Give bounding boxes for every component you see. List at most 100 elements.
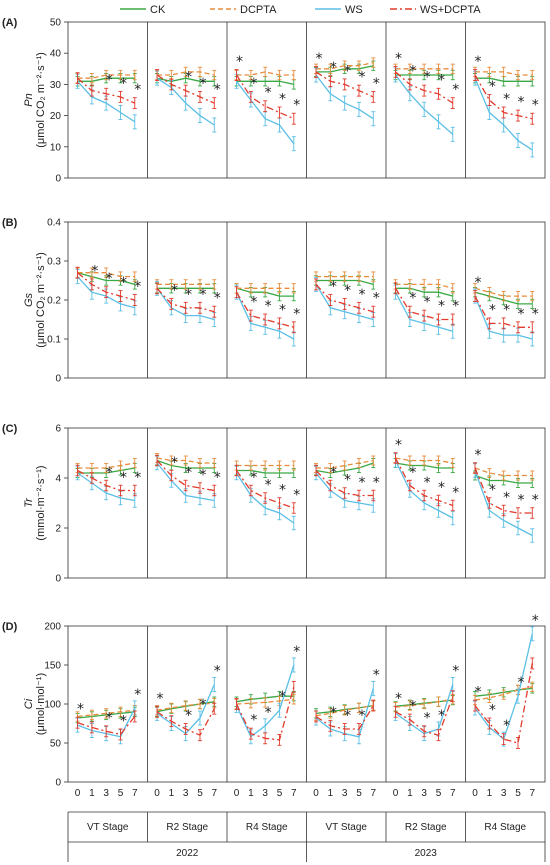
significance-star: * bbox=[409, 699, 416, 715]
y-axis-unit: (μmol CO₂ m⁻²·s⁻¹) bbox=[35, 52, 47, 148]
significance-star: * bbox=[438, 708, 445, 724]
x-tick-label: 3 bbox=[262, 788, 268, 799]
x-tick-label: 0 bbox=[234, 788, 240, 799]
series-ws-dcpta bbox=[473, 462, 535, 519]
significance-star: * bbox=[517, 95, 524, 111]
significance-star: * bbox=[424, 295, 431, 311]
significance-star: * bbox=[344, 63, 351, 79]
series-ws-dcpta bbox=[393, 282, 455, 326]
significance-star: * bbox=[236, 54, 243, 70]
series-line bbox=[315, 704, 374, 717]
series-line bbox=[157, 71, 215, 76]
significance-star: * bbox=[106, 73, 113, 89]
significance-star: * bbox=[503, 302, 510, 318]
series-ws-dcpta bbox=[234, 69, 296, 125]
significance-star: * bbox=[395, 51, 402, 67]
significance-star: * bbox=[424, 475, 431, 491]
series-ws-dcpta bbox=[234, 680, 296, 746]
significance-star: * bbox=[316, 51, 323, 67]
significance-star: * bbox=[91, 263, 98, 279]
significance-star: * bbox=[438, 298, 445, 314]
x-tick-label: 3 bbox=[183, 788, 189, 799]
series-ws-dcpta bbox=[155, 69, 217, 110]
series-ws-dcpta bbox=[75, 72, 137, 110]
series-ws-dcpta bbox=[234, 286, 296, 334]
x-tick-label: 0 bbox=[154, 788, 160, 799]
series-ws-dcpta bbox=[155, 454, 217, 497]
significance-star: * bbox=[250, 713, 257, 729]
significance-star: * bbox=[185, 465, 192, 481]
series-ws-dcpta bbox=[75, 266, 137, 306]
group-4: * * * * bbox=[314, 455, 380, 513]
stage-label: R4 Stage bbox=[246, 822, 288, 833]
x-tick-label: 7 bbox=[370, 788, 376, 799]
y-tick-label: 6 bbox=[55, 424, 61, 435]
significance-star: * bbox=[395, 691, 402, 707]
significance-star: * bbox=[134, 687, 141, 703]
group-6: * * * * * bbox=[473, 613, 539, 749]
legend-label: WS bbox=[345, 4, 363, 16]
series-dcpta bbox=[473, 283, 535, 302]
series-dcpta bbox=[234, 283, 296, 294]
series-ws-dcpta bbox=[75, 464, 137, 497]
group-3: * * * * bbox=[234, 460, 300, 531]
group-3: * * * * * bbox=[234, 54, 300, 152]
y-tick-label: 50 bbox=[50, 739, 62, 750]
significance-star: * bbox=[279, 689, 286, 705]
significance-star: * bbox=[489, 483, 496, 499]
group-4: * * * * bbox=[314, 271, 380, 327]
x-tick-label: 0 bbox=[393, 788, 399, 799]
y-tick-label: 0.3 bbox=[47, 257, 61, 268]
series-line bbox=[77, 74, 135, 79]
panel-letter: (D) bbox=[2, 621, 18, 633]
significance-star: * bbox=[106, 271, 113, 287]
series-line bbox=[474, 663, 533, 744]
significance-star: * bbox=[489, 79, 496, 95]
panel-letter: (A) bbox=[2, 17, 18, 29]
group-2: * * * bbox=[155, 66, 221, 133]
series-dcpta bbox=[393, 63, 455, 74]
y-axis-unit: (μmol·mol⁻¹) bbox=[35, 673, 47, 735]
significance-star: * bbox=[214, 82, 221, 98]
x-tick-label: 1 bbox=[248, 788, 254, 799]
significance-star: * bbox=[120, 275, 127, 291]
series-line bbox=[394, 287, 453, 321]
y-tick-label: 4 bbox=[55, 474, 61, 485]
y-tick-label: 200 bbox=[44, 622, 61, 633]
group-3: * * * * bbox=[234, 644, 300, 746]
year-label: 2023 bbox=[415, 848, 438, 859]
series-ws-dcpta bbox=[473, 69, 535, 125]
y-tick-label: 2 bbox=[55, 524, 61, 535]
group-2: * * * * bbox=[155, 663, 221, 742]
y-tick-label: 40 bbox=[50, 49, 62, 60]
y-tick-label: 20 bbox=[50, 111, 62, 122]
y-tick-label: 0 bbox=[55, 374, 61, 385]
series-ws-dcpta bbox=[393, 690, 455, 742]
legend-label: WS+DCPTA bbox=[420, 4, 481, 16]
series-line bbox=[235, 291, 294, 328]
year-label: 2022 bbox=[176, 848, 199, 859]
group-2: * * * * bbox=[155, 279, 221, 327]
series-ws bbox=[75, 73, 137, 130]
x-tick-label: 7 bbox=[211, 788, 217, 799]
series-line bbox=[474, 467, 533, 477]
series-line bbox=[77, 716, 136, 736]
series-dcpta bbox=[234, 66, 296, 81]
significance-star: * bbox=[409, 63, 416, 79]
significance-star: * bbox=[199, 697, 206, 713]
significance-star: * bbox=[452, 82, 459, 98]
significance-star: * bbox=[409, 291, 416, 307]
group-4: * * * * bbox=[314, 667, 380, 745]
group-1: * * * bbox=[75, 69, 141, 130]
x-tick-label: 5 bbox=[277, 788, 283, 799]
group-1: * * * bbox=[75, 458, 141, 508]
x-tick-label: 3 bbox=[501, 788, 507, 799]
significance-star: * bbox=[438, 480, 445, 496]
significance-star: * bbox=[250, 76, 257, 92]
x-tick-label: 3 bbox=[342, 788, 348, 799]
x-tick-label: 7 bbox=[291, 788, 297, 799]
significance-star: * bbox=[250, 470, 257, 486]
x-tick-label: 1 bbox=[487, 788, 493, 799]
significance-star: * bbox=[171, 283, 178, 299]
